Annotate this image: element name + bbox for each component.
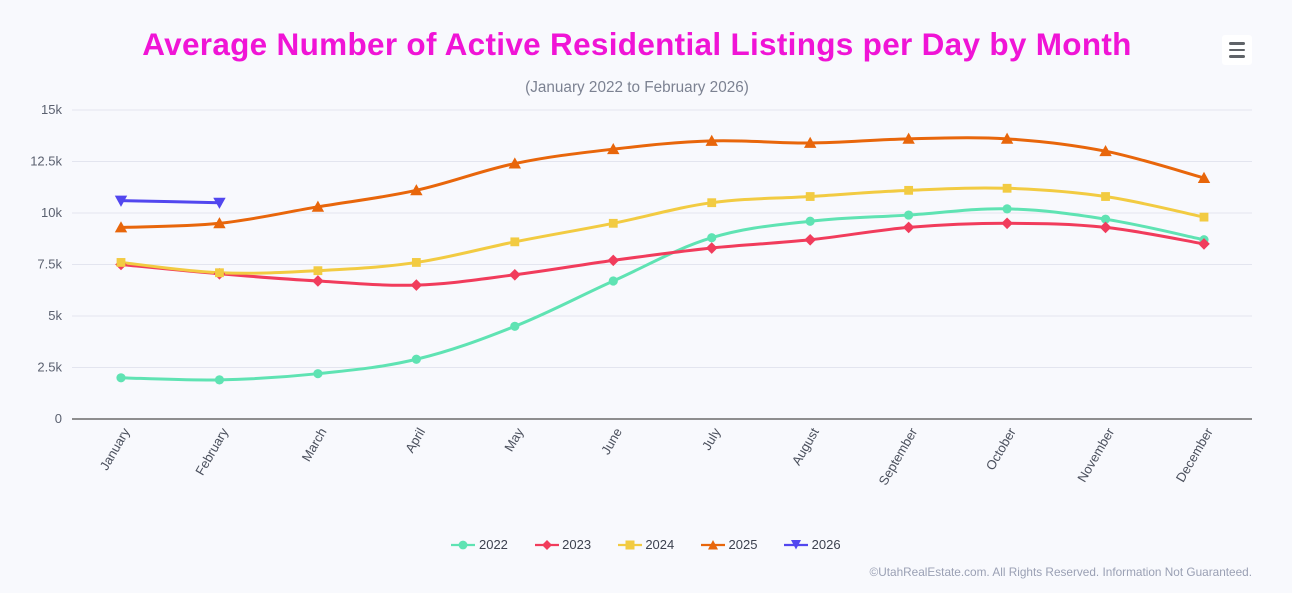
svg-text:10k: 10k <box>41 205 62 220</box>
svg-text:February: February <box>192 425 231 478</box>
svg-text:May: May <box>501 425 527 454</box>
svg-text:December: December <box>1173 425 1216 485</box>
svg-text:7.5k: 7.5k <box>37 257 62 272</box>
svg-text:March: March <box>299 425 330 464</box>
svg-text:April: April <box>402 425 428 455</box>
svg-text:July: July <box>699 425 724 453</box>
svg-text:0: 0 <box>55 411 62 426</box>
svg-text:November: November <box>1074 425 1117 485</box>
svg-text:15k: 15k <box>41 102 62 117</box>
svg-text:2.5k: 2.5k <box>37 360 62 375</box>
svg-text:January: January <box>97 425 133 473</box>
svg-text:June: June <box>598 425 625 457</box>
svg-text:5k: 5k <box>48 308 62 323</box>
svg-text:October: October <box>983 425 1019 473</box>
svg-text:August: August <box>789 425 822 468</box>
svg-text:12.5k: 12.5k <box>30 154 62 169</box>
svg-text:September: September <box>876 425 921 488</box>
